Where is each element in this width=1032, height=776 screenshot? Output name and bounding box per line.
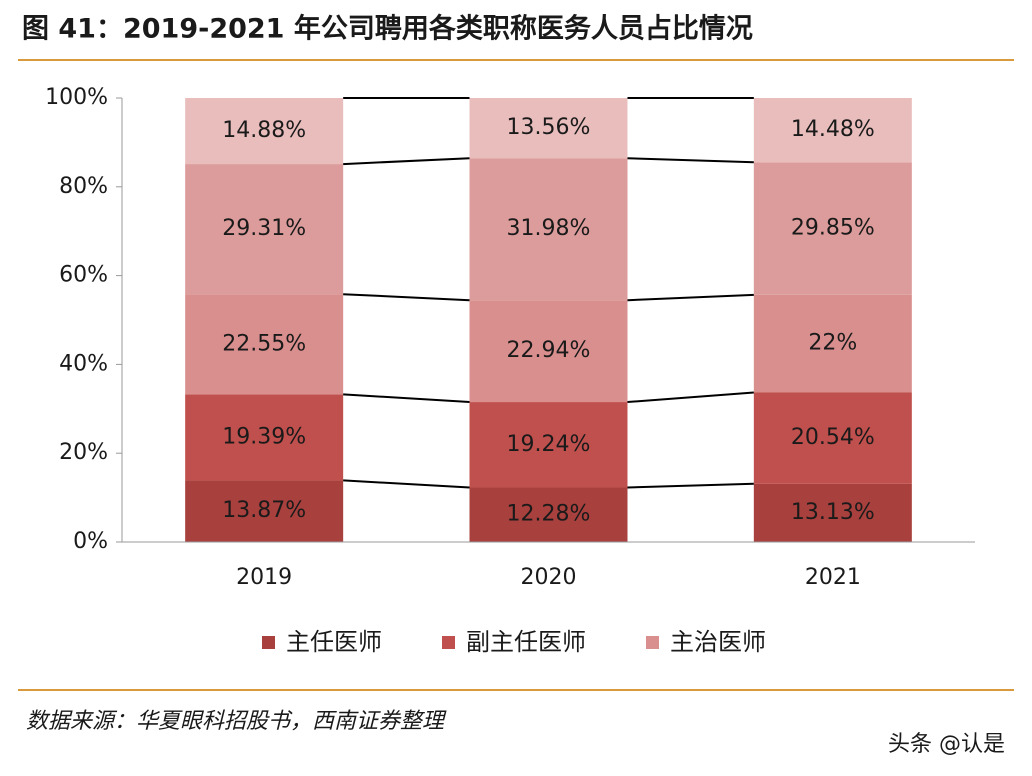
bar-segment [185, 98, 344, 165]
value-label: 19.24% [507, 432, 591, 457]
value-label: 13.87% [222, 498, 306, 523]
bar-segment [469, 487, 628, 542]
legend-swatch [262, 636, 275, 649]
watermark: 头条 @认是 [888, 732, 1005, 757]
bar-segment [469, 300, 628, 403]
bar-segment [185, 480, 344, 542]
x-tick-label: 2019 [236, 565, 292, 590]
value-label: 13.56% [507, 115, 591, 140]
connector-line [343, 479, 470, 489]
y-tick-label: 0% [73, 529, 108, 554]
value-label: 19.39% [222, 424, 306, 449]
connector-line [343, 393, 470, 404]
source-note: 数据来源：华夏眼科招股书，西南证券整理 [26, 709, 447, 734]
bar-segment [469, 402, 628, 488]
bar-segment [469, 158, 628, 301]
bar-segment [469, 98, 628, 159]
connector-line [343, 293, 470, 302]
connector-line [627, 293, 754, 302]
connector-line [627, 391, 754, 404]
bar-segment [753, 392, 912, 484]
y-tick-label: 40% [59, 351, 108, 376]
y-tick-label: 100% [45, 85, 108, 110]
value-label: 29.31% [222, 216, 306, 241]
value-label: 22.94% [507, 338, 591, 363]
value-label: 31.98% [507, 216, 591, 241]
bar-segment [753, 162, 912, 295]
x-tick-label: 2021 [805, 565, 861, 590]
connector-line [627, 482, 754, 489]
connector-line [343, 157, 470, 166]
legend-label: 主任医师 [286, 628, 382, 656]
value-label: 14.48% [791, 117, 875, 142]
x-tick-label: 2020 [521, 565, 577, 590]
value-label: 22% [808, 331, 857, 356]
legend-swatch [646, 636, 659, 649]
legend-label: 副主任医师 [466, 628, 586, 656]
bar-segment [753, 98, 912, 163]
value-label: 29.85% [791, 216, 875, 241]
value-label: 20.54% [791, 425, 875, 450]
bar-segment [185, 164, 344, 295]
y-tick-label: 20% [59, 440, 108, 465]
value-label: 22.55% [222, 331, 306, 356]
bar-segment [753, 483, 912, 542]
value-label: 13.13% [791, 500, 875, 525]
value-label: 14.88% [222, 118, 306, 143]
y-tick-label: 60% [59, 263, 108, 288]
y-tick-label: 80% [59, 174, 108, 199]
connector-line [627, 157, 754, 164]
chart-title: 图 41：2019-2021 年公司聘用各类职称医务人员占比情况 [22, 13, 753, 45]
bar-segment [753, 294, 912, 393]
value-label: 12.28% [507, 502, 591, 527]
bar-segment [185, 394, 344, 481]
legend-swatch [442, 636, 455, 649]
legend-label: 主治医师 [670, 628, 766, 656]
bar-segment [185, 294, 344, 395]
